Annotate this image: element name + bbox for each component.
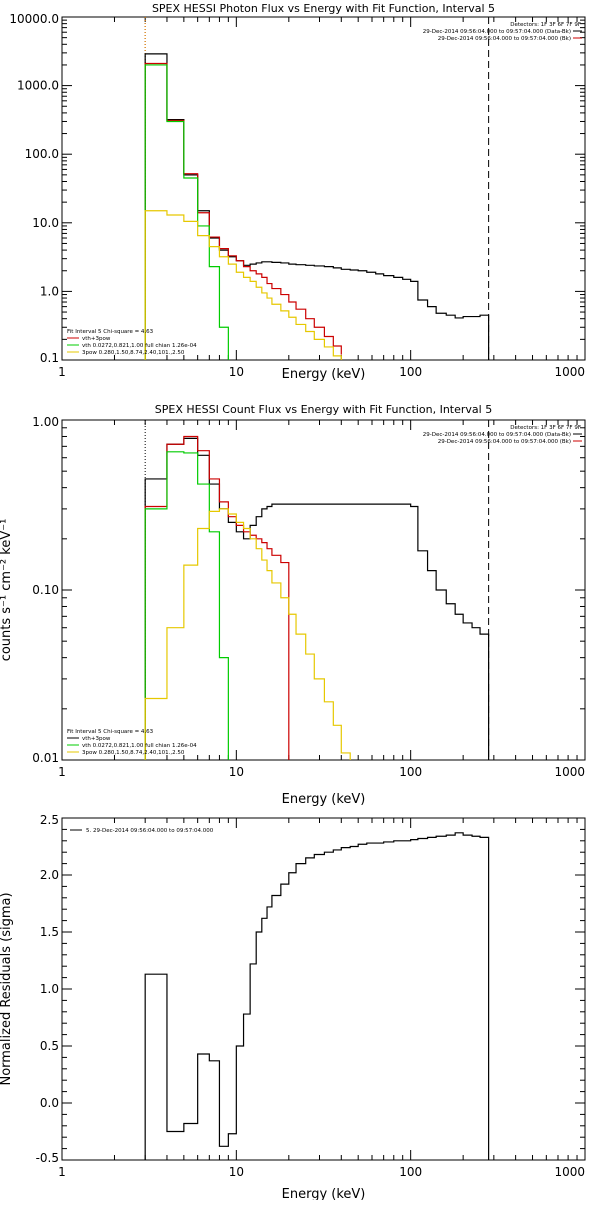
series-line-0 <box>144 53 490 360</box>
legend-bottom-entry: 3pow 0.280,1.50,8.74,2.40,101.,2.50 <box>82 350 185 356</box>
legend-bottom-entry: vth+3pow <box>82 336 111 342</box>
y-tick-label: 10000.0 <box>9 12 59 26</box>
y-tick-label: 1.00 <box>32 415 59 429</box>
y-tick-label: 100.0 <box>25 147 59 161</box>
legend-top-entry: 5. 29-Dec-2014 09:56:04.000 to 09:57:04.… <box>86 828 214 834</box>
x-tick-label: 1 <box>58 1165 66 1179</box>
legend-bottom-entry: Fit Interval 5 Chi-square = 4.63 <box>67 729 154 735</box>
y-axis-label: Normalized Residuals (sigma) <box>0 892 14 1085</box>
legend-top-entry: 29-Dec-2014 09:56:04.000 to 09:57:04.000… <box>438 439 571 445</box>
legend-top-entry: Detectors: 1F 3F 6F 7F 9F <box>510 425 581 431</box>
x-axis-label: Energy (keV) <box>282 367 366 382</box>
x-tick-label: 1000 <box>554 765 585 779</box>
series-line-0 <box>144 437 490 760</box>
series-line-3 <box>144 508 351 760</box>
x-tick-label: 10 <box>229 365 244 379</box>
series-line-0 <box>144 832 490 1160</box>
y-tick-label: 0.10 <box>32 583 59 597</box>
legend-top-entry: 29-Dec-2014 09:56:04.000 to 09:57:04.000… <box>438 36 571 42</box>
series-line-2 <box>144 64 229 360</box>
y-tick-label: 1000.0 <box>17 79 59 93</box>
y-axis-label: counts s⁻¹ cm⁻² keV⁻¹ <box>0 519 14 662</box>
series-line-1 <box>144 435 290 760</box>
chart-photon: SPEX HESSI Photon Flux vs Energy with Fi… <box>9 2 586 382</box>
y-tick-label: 1.5 <box>40 925 59 939</box>
y-tick-label: 1.0 <box>40 284 59 298</box>
legend-top-entry: 29-Dec-2014 09:56:04.000 to 09:57:04.000… <box>423 432 571 438</box>
series-line-1 <box>144 62 342 360</box>
legend-top-entry: 29-Dec-2014 09:56:04.000 to 09:57:04.000… <box>423 29 571 35</box>
y-tick-label: 0.5 <box>40 1039 59 1053</box>
chart-title: SPEX HESSI Photon Flux vs Energy with Fi… <box>152 2 495 15</box>
x-tick-label: 1 <box>58 365 66 379</box>
x-tick-label: 10 <box>229 765 244 779</box>
x-tick-label: 1 <box>58 765 66 779</box>
plot-frame <box>61 817 586 1161</box>
y-tick-label: 1.0 <box>40 982 59 996</box>
y-tick-label: 0.1 <box>40 351 59 365</box>
x-axis-label: Energy (keV) <box>282 792 366 807</box>
plot-frame <box>61 419 586 761</box>
legend-bottom-entry: vth 0.0272,0.821,1.00 full chian 1.26e-0… <box>82 743 197 749</box>
legend-bottom-entry: vth+3pow <box>82 736 111 742</box>
x-tick-label: 100 <box>399 1165 422 1179</box>
y-tick-label: 2.5 <box>40 813 59 827</box>
x-tick-label: 10 <box>229 1165 244 1179</box>
chart-resid: Energy (keV) Normalized Residuals (sigma)… <box>0 813 586 1202</box>
chart-count: SPEX HESSI Count Flux vs Energy with Fit… <box>0 403 586 807</box>
series-line-2 <box>144 451 229 760</box>
legend-top-entry: Detectors: 1F 3F 6F 7F 9F <box>510 22 581 28</box>
x-tick-label: 100 <box>399 365 422 379</box>
legend-bottom-entry: 3pow 0.280,1.50,8.74,2.40,101.,2.50 <box>82 750 185 756</box>
legend-bottom-entry: Fit Interval 5 Chi-square = 4.63 <box>67 329 154 335</box>
plot-frame <box>61 16 586 361</box>
x-tick-label: 1000 <box>554 365 585 379</box>
chart-title: SPEX HESSI Count Flux vs Energy with Fit… <box>155 403 492 416</box>
x-axis-label: Energy (keV) <box>282 1187 366 1200</box>
y-tick-label: 0.01 <box>32 751 59 765</box>
x-tick-label: 100 <box>399 765 422 779</box>
y-tick-label: -0.5 <box>36 1151 59 1165</box>
y-tick-label: 0.0 <box>40 1096 59 1110</box>
legend-bottom-entry: vth 0.0272,0.821,1.00 full chian 1.26e-0… <box>82 343 197 349</box>
y-tick-label: 10.0 <box>32 216 59 230</box>
y-tick-label: 2.0 <box>40 868 59 882</box>
x-tick-label: 1000 <box>554 1165 585 1179</box>
series-line-3 <box>144 210 342 360</box>
